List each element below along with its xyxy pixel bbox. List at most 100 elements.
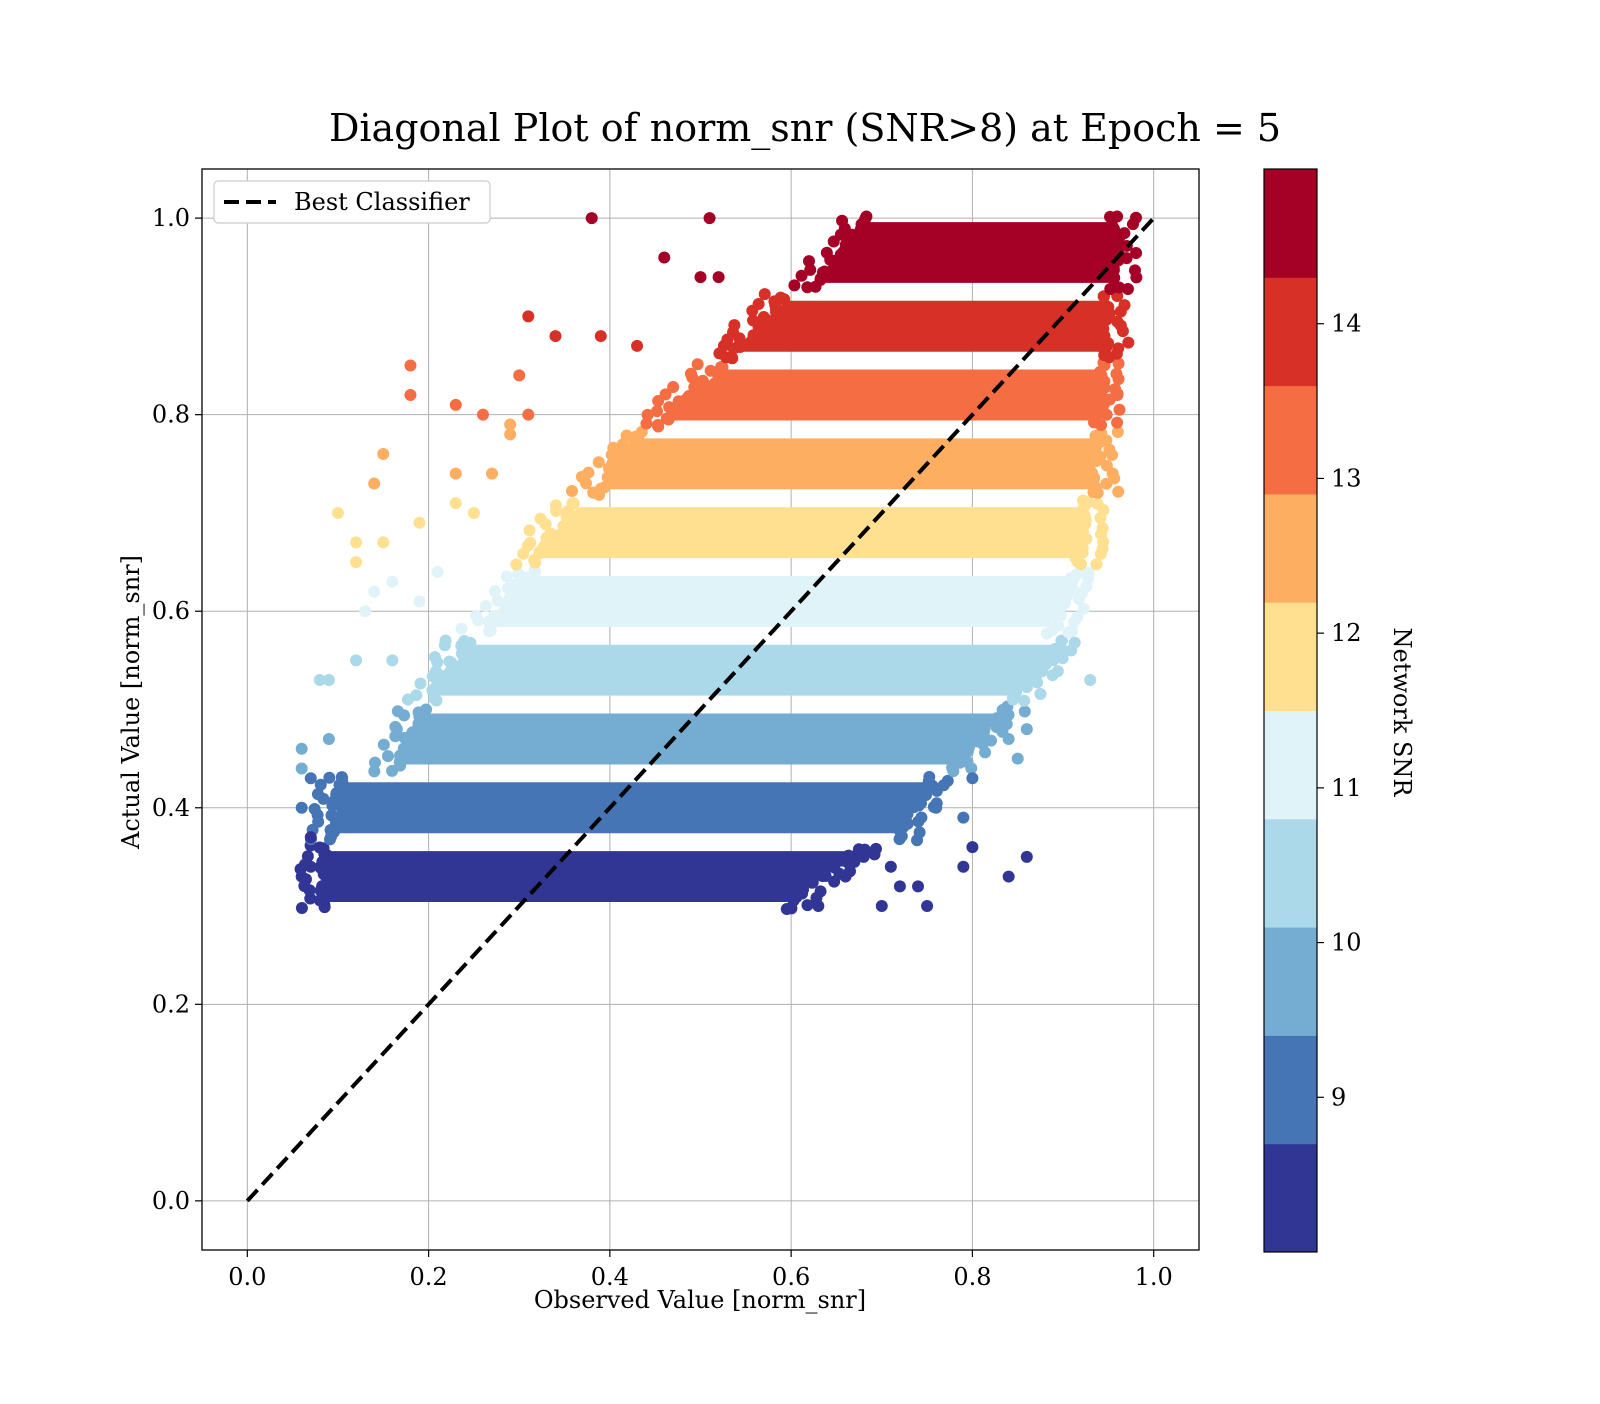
- scatter-point: [381, 750, 394, 763]
- scatter-point: [704, 364, 717, 377]
- scatter-point: [368, 477, 381, 490]
- scatter-point: [316, 880, 329, 893]
- scatter-point: [377, 536, 390, 549]
- scatter-point: [652, 420, 665, 433]
- colorbar-frame: [1263, 168, 1318, 1253]
- scatter-point: [1095, 369, 1108, 382]
- scatter-point: [1118, 299, 1131, 312]
- scatter-point: [534, 512, 547, 525]
- scatter-point: [1104, 282, 1117, 295]
- scatter-band-4: [401, 634, 1081, 707]
- scatter-point: [752, 297, 765, 310]
- scatter-point: [512, 567, 525, 580]
- scatter-point: [429, 665, 442, 678]
- scatter-point: [295, 762, 308, 775]
- scatter-point: [912, 880, 925, 893]
- scatter-point: [836, 214, 849, 227]
- scatter-point: [1110, 367, 1123, 380]
- scatter-point: [869, 842, 882, 855]
- scatter-band-10: [788, 210, 1143, 296]
- scatter-point: [977, 726, 990, 739]
- scatter-point: [439, 634, 452, 647]
- scatter-point: [1107, 222, 1120, 235]
- scatter-point: [458, 634, 471, 647]
- plot-frame: [201, 168, 1200, 1251]
- scatter-point: [921, 900, 934, 913]
- scatter-band-8: [640, 356, 1126, 433]
- colorbar-segment: [1264, 169, 1317, 278]
- scatter-point: [1128, 264, 1141, 277]
- scatter-point: [694, 271, 707, 284]
- scatter-point: [957, 811, 970, 824]
- scatter-point: [304, 860, 317, 873]
- scatter-point: [410, 689, 423, 702]
- scatter-point: [528, 567, 541, 580]
- scatter-point: [1121, 283, 1134, 296]
- colorbar-tick-label: 10: [1331, 929, 1362, 957]
- scatter-point: [1130, 211, 1143, 224]
- scatter-point: [522, 408, 535, 421]
- scatter-point: [1111, 315, 1124, 328]
- scatter-point: [1118, 227, 1131, 240]
- scatter-point: [812, 900, 825, 913]
- scatter-point: [819, 869, 832, 882]
- scatter-point: [565, 484, 578, 497]
- scatter-point: [295, 870, 308, 883]
- scatter-point: [913, 826, 926, 839]
- scatter-point: [523, 524, 536, 537]
- scatter-point: [1112, 357, 1125, 370]
- colorbar-segment: [1264, 385, 1317, 495]
- scatter-point: [470, 609, 483, 622]
- scatter-point: [313, 894, 326, 907]
- scatter-point: [659, 388, 672, 401]
- scatter-point: [641, 408, 654, 421]
- colorbar-segment: [1264, 493, 1317, 603]
- scatter-point: [915, 811, 928, 824]
- scatter-point: [620, 429, 633, 442]
- scatter-point: [884, 860, 897, 873]
- scatter-point: [607, 441, 620, 454]
- scatter-point: [582, 466, 595, 479]
- colorbar-label: Network SNR: [1388, 628, 1416, 798]
- scatter-point: [295, 742, 308, 755]
- scatter-point: [1011, 752, 1024, 765]
- scatter-band-core: [332, 782, 933, 834]
- scatter-point: [1082, 566, 1095, 579]
- scatter-point: [941, 774, 954, 787]
- scatter-point: [1122, 336, 1135, 349]
- scatter-point: [331, 506, 344, 519]
- scatter-point: [350, 654, 363, 667]
- legend-label: Best Classifier: [294, 188, 470, 216]
- best-classifier-line: [245, 216, 1156, 1203]
- x-axis-label: Observed Value [norm_snr]: [534, 1286, 866, 1314]
- scatter-point: [658, 251, 671, 264]
- scatter-point: [726, 352, 739, 365]
- scatter-point: [814, 885, 827, 898]
- scatter-band-7: [565, 425, 1125, 501]
- scatter-band-core: [595, 438, 1096, 490]
- scatter-point: [788, 279, 801, 292]
- scatter-point: [1002, 732, 1015, 745]
- scatter-point: [1104, 210, 1117, 223]
- scatter-point: [386, 764, 399, 777]
- scatter-point: [455, 622, 468, 635]
- scatter-point: [322, 674, 335, 687]
- scatter-point: [488, 609, 501, 622]
- scatter-point: [449, 467, 462, 480]
- colorbar-segment: [1264, 710, 1317, 820]
- axis-ticks: 0.0 0.2 0.4 0.6 0.8 1.0 0.0 0.2 0.4 0.6 0.8 1.0: [152, 204, 1173, 1291]
- scatter-point: [592, 456, 605, 469]
- scatter-point: [368, 585, 381, 598]
- y-tick-label: 0.6: [152, 597, 190, 625]
- scatter-point: [930, 801, 943, 814]
- scatter-point: [966, 841, 979, 854]
- scatter-point: [368, 756, 381, 769]
- scatter-point: [1112, 485, 1125, 498]
- scatter-point: [842, 849, 855, 862]
- colorbar-segment: [1264, 277, 1317, 387]
- scatter-point: [806, 876, 819, 889]
- scatter-point: [667, 381, 680, 394]
- scatter-point: [1029, 674, 1042, 687]
